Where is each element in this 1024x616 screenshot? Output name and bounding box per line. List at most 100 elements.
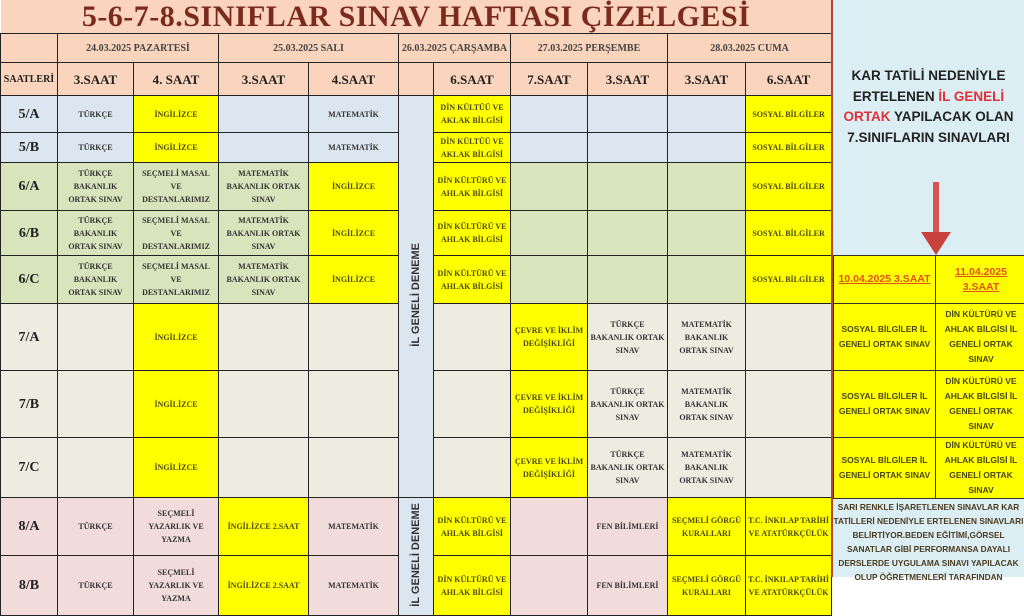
exam-cell: FEN BİLİMLERİ bbox=[588, 498, 668, 556]
exam-cell bbox=[58, 371, 134, 438]
exam-cell: TÜRKÇE BAKANLIK ORTAK SINAV bbox=[58, 163, 134, 211]
postponed-exam-cell: İNGİLİZCE 2.SAAT bbox=[219, 556, 309, 616]
postponed-exam-cell: ÇEVRE VE İKLİM DEĞİŞİKLİĞİ bbox=[511, 371, 588, 438]
exam-cell bbox=[588, 163, 668, 211]
postponed-exam-cell: DİN KÜLTÜRÜ VE AHLAK BİLGİSİ bbox=[434, 498, 511, 556]
hour-header: 6.SAAT bbox=[434, 63, 511, 96]
province-trial-exam-label: İL GENELİ DENEME bbox=[410, 503, 423, 607]
page-title: 5-6-7-8.SINIFLAR SINAV HAFTASI ÇİZELGESİ bbox=[1, 0, 832, 34]
exam-cell bbox=[219, 133, 309, 163]
date-header: 28.03.2025 CUMA bbox=[668, 34, 832, 63]
exam-cell bbox=[434, 371, 511, 438]
hour-header bbox=[399, 63, 434, 96]
exam-cell: SEÇMELİ MASAL VE DESTANLARIMIZ bbox=[134, 163, 219, 211]
exam-cell: TÜRKÇE bbox=[58, 133, 134, 163]
postponed-exam-cell: DİN KÜLTÜRÜ VE AHLAK BİLGİSİ İL GENELİ O… bbox=[936, 304, 1024, 371]
postponed-exam-cell: SOSYAL BİLGİLER İL GENELİ ORTAK SINAV bbox=[834, 304, 936, 371]
exam-cell bbox=[746, 371, 832, 438]
exam-cell bbox=[309, 304, 399, 371]
exam-cell bbox=[511, 133, 588, 163]
exam-cell: TÜRKÇE bbox=[58, 96, 134, 133]
exam-cell: MATEMATİK BAKANLIK ORTAK SINAV bbox=[668, 304, 746, 371]
postponed-exam-cell: İNGİLİZCE 2.SAAT bbox=[219, 498, 309, 556]
exam-cell: TÜRKÇE bbox=[58, 556, 134, 616]
postponed-exam-cell: İNGİLİZCE bbox=[134, 438, 219, 498]
hour-header: 6.SAAT bbox=[746, 63, 832, 96]
hour-header: 4.SAAT bbox=[309, 63, 399, 96]
class-label: 5/B bbox=[1, 133, 58, 163]
postponed-exam-cell: DİN KÜLTÜRÜ VE AHLAK BİLGİSİ bbox=[434, 556, 511, 616]
postponed-exam-cell: İNGİLİZCE bbox=[309, 163, 399, 211]
exam-cell: TÜRKÇE BAKANLIK ORTAK SINAV bbox=[588, 371, 668, 438]
date-header: 24.03.2025 PAZARTESİ bbox=[58, 34, 219, 63]
class-label: 8/A bbox=[1, 498, 58, 556]
footnote: SARI RENKLE İŞARETLENEN SINAVLAR KAR TAT… bbox=[833, 497, 1024, 584]
postponed-exam-cell: T.C. İNKILAP TARİHİ VE ATATÜRKÇÜLÜK bbox=[746, 498, 832, 556]
exam-cell bbox=[588, 96, 668, 133]
exam-cell bbox=[668, 163, 746, 211]
exam-cell bbox=[588, 133, 668, 163]
arrow-down-icon bbox=[921, 182, 951, 255]
exam-cell bbox=[434, 438, 511, 498]
exam-cell bbox=[434, 304, 511, 371]
class-label: 6/A bbox=[1, 163, 58, 211]
exam-cell bbox=[511, 556, 588, 616]
exam-cell: MATEMATİK BAKANLIK ORTAK SINAV bbox=[219, 163, 309, 211]
postponed-exam-cell: ÇEVRE VE İKLİM DEĞİŞİKLİĞİ bbox=[511, 438, 588, 498]
exam-cell bbox=[58, 438, 134, 498]
exam-cell: MATEMATİK bbox=[309, 498, 399, 556]
class-label: 5/A bbox=[1, 96, 58, 133]
exam-cell bbox=[746, 438, 832, 498]
postponed-exam-cell: İNGİLİZCE bbox=[134, 304, 219, 371]
exam-cell: MATEMATİK bbox=[309, 96, 399, 133]
postponed-exam-cell: SOSYAL BİLGİLER bbox=[746, 133, 832, 163]
postponed-notice: KAR TATİLİ NEDENİYLE ERTELENEN İL GENELİ… bbox=[833, 66, 1024, 148]
exam-cell bbox=[309, 438, 399, 498]
postponed-exam-cell: SOSYAL BİLGİLER bbox=[746, 256, 832, 304]
hour-header: 3.SAAT bbox=[668, 63, 746, 96]
class-label: 7/C bbox=[1, 438, 58, 498]
exam-cell: MATEMATİK bbox=[309, 556, 399, 616]
postponed-date-header: 10.04.2025 3.SAAT bbox=[834, 256, 936, 304]
postponed-exam-cell: İNGİLİZCE bbox=[134, 133, 219, 163]
exam-cell bbox=[746, 304, 832, 371]
exam-cell: MATEMATİK BAKANLIK ORTAK SINAV bbox=[668, 371, 746, 438]
province-trial-exam-cell: İL GENELİ DENEME bbox=[399, 498, 434, 616]
postponed-exam-cell: ÇEVRE VE İKLİM DEĞİŞİKLİĞİ bbox=[511, 304, 588, 371]
exam-cell: TÜRKÇE BAKANLIK ORTAK SINAV bbox=[588, 438, 668, 498]
hour-header: 3.SAAT bbox=[58, 63, 134, 96]
exam-cell bbox=[668, 96, 746, 133]
hour-header: 7.SAAT bbox=[511, 63, 588, 96]
exam-cell: TÜRKÇE BAKANLIK ORTAK SINAV bbox=[588, 304, 668, 371]
postponed-exam-cell: İNGİLİZCE bbox=[309, 211, 399, 256]
postponed-date-header: 11.04.2025 3.SAAT bbox=[936, 256, 1024, 304]
class-label: 7/A bbox=[1, 304, 58, 371]
postponed-exam-cell: DİN KÜLTÜRÜ VE AHLAK BİLGİSİ bbox=[434, 211, 511, 256]
exam-schedule-table: 5-6-7-8.SINIFLAR SINAV HAFTASI ÇİZELGESİ… bbox=[0, 0, 832, 616]
hour-header: 4. SAAT bbox=[134, 63, 219, 96]
exam-cell: SEÇMELİ MASAL VE DESTANLARIMIZ bbox=[134, 256, 219, 304]
postponed-exam-cell: DİN KÜLTÜÜ VE AKLAK BİLGİSİ bbox=[434, 96, 511, 133]
postponed-exam-cell: İNGİLİZCE bbox=[309, 256, 399, 304]
class-label: 6/C bbox=[1, 256, 58, 304]
province-trial-exam-cell: İL GENELİ DENEME bbox=[399, 96, 434, 498]
exam-cell: MATEMATİK bbox=[309, 133, 399, 163]
corner-cell bbox=[1, 34, 58, 63]
exam-cell bbox=[511, 96, 588, 133]
postponed-exam-cell: SEÇMELİ GÖRGÜ KURALLARI bbox=[668, 556, 746, 616]
class-label: 6/B bbox=[1, 211, 58, 256]
exam-cell bbox=[219, 438, 309, 498]
exam-cell: TÜRKÇE bbox=[58, 498, 134, 556]
exam-cell bbox=[588, 256, 668, 304]
class-label: 7/B bbox=[1, 371, 58, 438]
exam-cell bbox=[668, 211, 746, 256]
postponed-exam-cell: SOSYAL BİLGİLER İL GENELİ ORTAK SINAV bbox=[834, 371, 936, 438]
exam-cell bbox=[668, 256, 746, 304]
exam-cell: TÜRKÇE BAKANLIK ORTAK SINAV bbox=[58, 211, 134, 256]
postponed-exam-cell: SOSYAL BİLGİLER İL GENELİ ORTAK SINAV bbox=[834, 438, 936, 499]
postponed-exam-cell: SEÇMELİ GÖRGÜ KURALLARI bbox=[668, 498, 746, 556]
province-trial-exam-label: İL GENELİ DENEME bbox=[410, 243, 423, 347]
